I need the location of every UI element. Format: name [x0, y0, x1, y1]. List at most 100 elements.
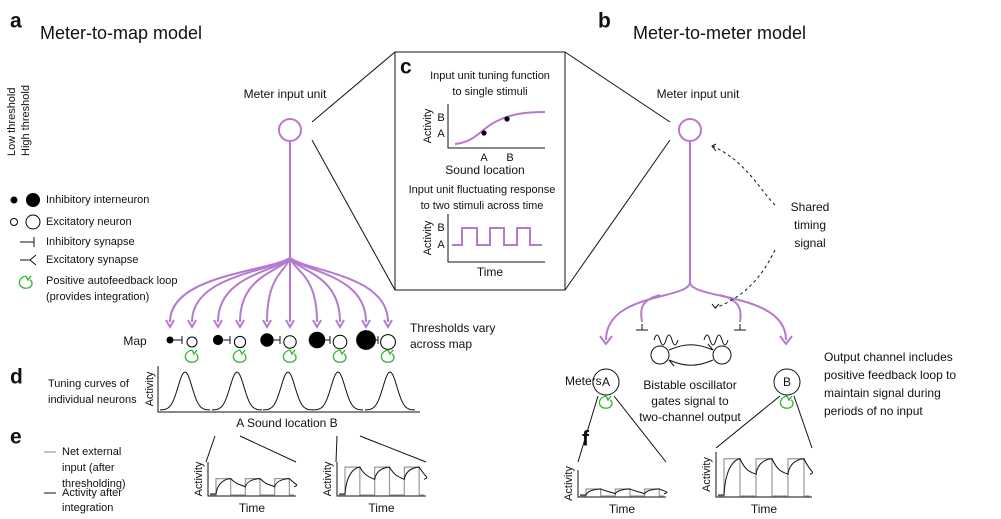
- branch: [289, 257, 318, 323]
- legend-text: (provides integration): [46, 291, 149, 303]
- axis: [577, 470, 666, 498]
- oscillation: [653, 334, 729, 346]
- inset-box: [394, 51, 566, 291]
- oscillator-neuron: [712, 345, 732, 365]
- dashed-arrow: [711, 145, 776, 309]
- branches: [165, 257, 396, 363]
- activity-plots: Activity Time Activity Time Activity Time Acti…: [193, 452, 813, 516]
- synapse: [165, 319, 175, 330]
- meter-name: A: [602, 375, 610, 389]
- axis-label: Activity: [144, 371, 156, 406]
- meter: [592, 368, 620, 396]
- axis: [447, 104, 545, 149]
- excitatory-neuron: [283, 335, 297, 349]
- note: gates signal to: [651, 394, 729, 408]
- axis: [157, 366, 420, 413]
- legend-symbol: [20, 254, 37, 266]
- note: Output channel includes: [824, 350, 953, 364]
- connector: [577, 395, 813, 463]
- tick-label: A: [480, 152, 488, 164]
- legend-text: High threshold: [20, 85, 32, 156]
- point: [504, 116, 510, 122]
- synapse: [383, 319, 393, 330]
- feedback-loop: [598, 395, 794, 409]
- inhibitory-neuron: [166, 336, 174, 344]
- legend-symbol: [20, 237, 35, 247]
- panel-letter: d: [10, 366, 23, 389]
- legend-text: Excitatory synapse: [46, 254, 138, 266]
- connector: [205, 435, 427, 463]
- branch: [289, 257, 389, 323]
- meter-name: B: [783, 375, 791, 389]
- tuning-curves: [160, 371, 415, 411]
- legend-text: Net external: [62, 446, 121, 458]
- legend-symbol: [18, 275, 33, 289]
- note: across map: [410, 337, 472, 351]
- axis-label: Activity: [322, 461, 334, 496]
- unit-label: Meter input unit: [244, 87, 327, 101]
- note: two-channel output: [639, 410, 741, 424]
- excitatory-neuron: [332, 334, 348, 350]
- axis-label: Activity: [563, 466, 575, 501]
- inhibitory-neuron: [308, 331, 326, 349]
- panel-letter: e: [10, 426, 22, 449]
- inhibitory-synapse: [173, 336, 183, 344]
- tick-label: B: [506, 152, 513, 164]
- point: [481, 130, 487, 136]
- branch: [289, 257, 341, 323]
- meters-label: Meters: [565, 374, 602, 388]
- inset-title: Input unit tuning function: [430, 70, 550, 82]
- note: individual neurons: [48, 394, 137, 406]
- tick-label: B: [437, 112, 444, 124]
- feedback-loop: [184, 349, 199, 363]
- inhibitory-neuron: [212, 334, 224, 346]
- panel-letter: b: [598, 10, 611, 33]
- axis-label: Time: [368, 501, 395, 515]
- inhibitory-synapse: [273, 336, 281, 344]
- panel-letter: a: [10, 10, 22, 33]
- panel-title: Meter-to-meter model: [633, 23, 806, 43]
- unit-label: Meter input unit: [657, 87, 740, 101]
- inset-title: to two stimuli across time: [421, 200, 544, 212]
- legend-symbol: [10, 196, 18, 204]
- synapse: [636, 324, 746, 331]
- axis: [447, 214, 545, 263]
- synapse: [285, 319, 295, 330]
- note: signal: [794, 236, 825, 250]
- map-label: Map: [123, 334, 147, 348]
- branch: [266, 257, 291, 323]
- response: [452, 227, 542, 246]
- excitatory-neuron: [380, 334, 396, 350]
- tuning-function: [454, 111, 546, 145]
- axis-label: Sound location: [445, 163, 524, 177]
- arrow-head: [711, 143, 720, 309]
- legend-symbol: [10, 218, 18, 226]
- axis-label: Activity: [422, 220, 434, 255]
- legend-text: Inhibitory interneuron: [46, 194, 149, 206]
- legend-symbol: [25, 214, 41, 230]
- feedback-loop: [282, 349, 297, 363]
- synapse: [361, 319, 371, 330]
- synapse: [213, 319, 223, 330]
- synapse: [187, 319, 197, 330]
- axis-label: Time: [751, 502, 778, 516]
- tick-label: B: [437, 222, 444, 234]
- legend-text: thresholding): [62, 478, 126, 490]
- synapse: [335, 319, 345, 330]
- note: Thresholds vary: [410, 321, 495, 335]
- activity-trace: [580, 488, 668, 496]
- note: Bistable oscillator: [643, 378, 736, 392]
- axis-label: Activity: [422, 108, 434, 143]
- inhibitory-synapse: [375, 336, 379, 344]
- note: positive feedback loop to: [824, 368, 956, 382]
- axis-label: Time: [477, 265, 504, 279]
- axis-label: Time: [609, 502, 636, 516]
- branch: [217, 257, 291, 323]
- legend-text: Activity after: [62, 487, 122, 499]
- note: Shared: [791, 200, 830, 214]
- meter: [773, 368, 801, 396]
- note: periods of no input: [824, 404, 923, 418]
- axis: [715, 452, 812, 498]
- synapse: [599, 335, 793, 346]
- synapse: [312, 319, 322, 330]
